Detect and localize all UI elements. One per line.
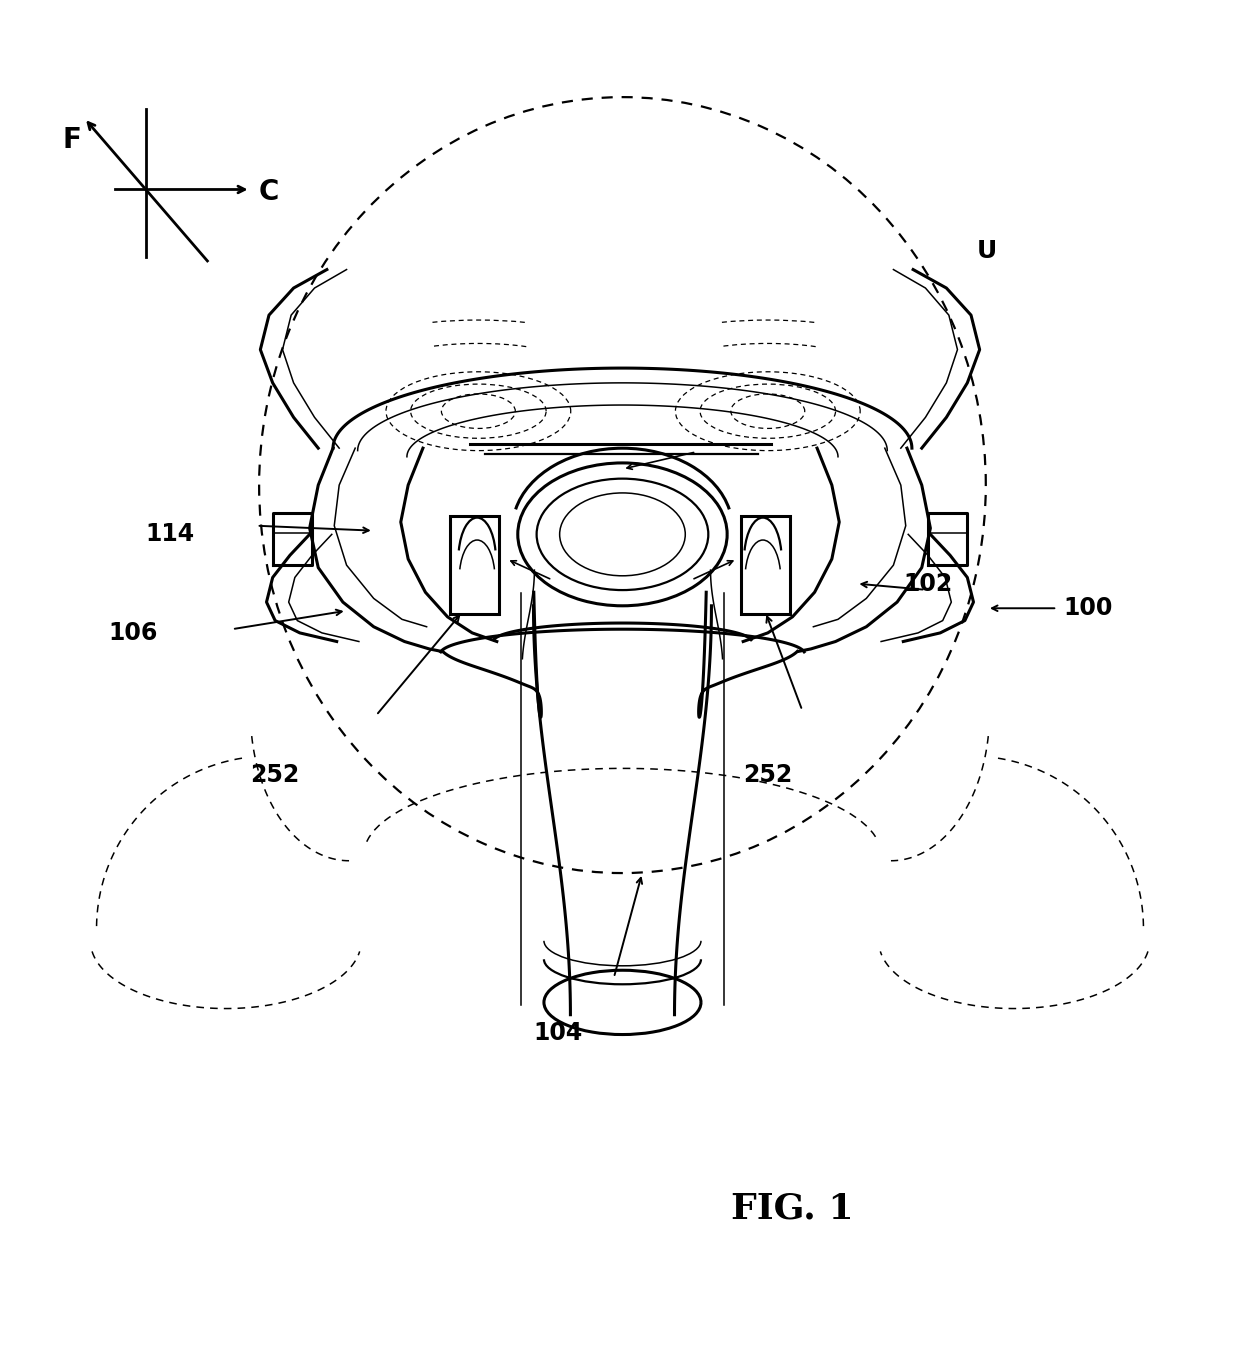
Text: U: U xyxy=(977,239,997,264)
Text: 252: 252 xyxy=(743,763,792,787)
Text: 114: 114 xyxy=(146,522,195,546)
FancyBboxPatch shape xyxy=(450,516,500,614)
Text: C: C xyxy=(259,178,279,206)
Text: 100: 100 xyxy=(1064,596,1112,621)
Text: 104: 104 xyxy=(533,1021,583,1045)
Text: 252: 252 xyxy=(250,763,300,787)
Text: F: F xyxy=(62,126,82,154)
Text: 106: 106 xyxy=(109,621,159,645)
Text: 102: 102 xyxy=(903,572,952,596)
FancyBboxPatch shape xyxy=(740,516,790,614)
Text: FIG. 1: FIG. 1 xyxy=(732,1191,854,1225)
